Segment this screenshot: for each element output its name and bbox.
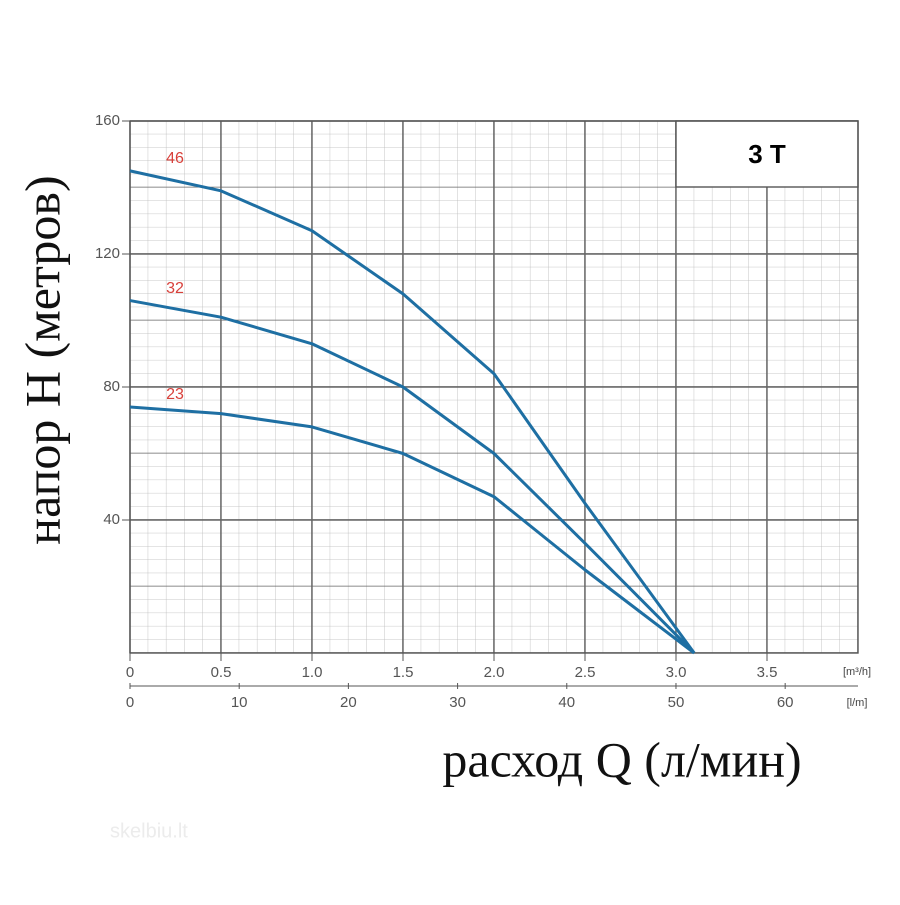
- x2-unit: [l/m]: [847, 697, 868, 709]
- y-tick-label: 80: [103, 378, 120, 395]
- y-tick-label: 160: [95, 112, 120, 129]
- curve: [129, 299, 696, 655]
- curve: [129, 405, 696, 655]
- x-tick-label: 2.0: [484, 664, 505, 681]
- x2-tick-label: 10: [231, 694, 248, 711]
- x2-tick-label: 50: [668, 694, 685, 711]
- x-tick-label: 0.5: [211, 664, 232, 681]
- series-label: 23: [166, 386, 184, 403]
- x-tick-label: 2.5: [575, 664, 596, 681]
- x-axis-title: расход Q (л/мин): [442, 731, 801, 787]
- x-tick-label: 0: [126, 664, 134, 681]
- x-tick-label: 1.5: [393, 664, 414, 681]
- series-label: 32: [166, 280, 184, 297]
- y-axis-title: напор H (метров): [14, 175, 70, 544]
- x-unit: [m³/h]: [843, 666, 871, 678]
- y-tick-label: 40: [103, 511, 120, 528]
- x-tick-label: 3.0: [666, 664, 687, 681]
- x2-tick-label: 0: [126, 694, 134, 711]
- y-tick-label: 120: [95, 245, 120, 262]
- x2-tick-label: 30: [449, 694, 466, 711]
- series-label: 46: [166, 150, 184, 167]
- chart-title: 3 T: [748, 139, 786, 169]
- x-tick-label: 3.5: [757, 664, 778, 681]
- x2-tick-label: 40: [558, 694, 575, 711]
- x2-tick-label: 60: [777, 694, 794, 711]
- curve: [129, 169, 696, 654]
- watermark: skelbiu.lt: [110, 820, 188, 842]
- x2-tick-label: 20: [340, 694, 357, 711]
- x-tick-label: 1.0: [302, 664, 323, 681]
